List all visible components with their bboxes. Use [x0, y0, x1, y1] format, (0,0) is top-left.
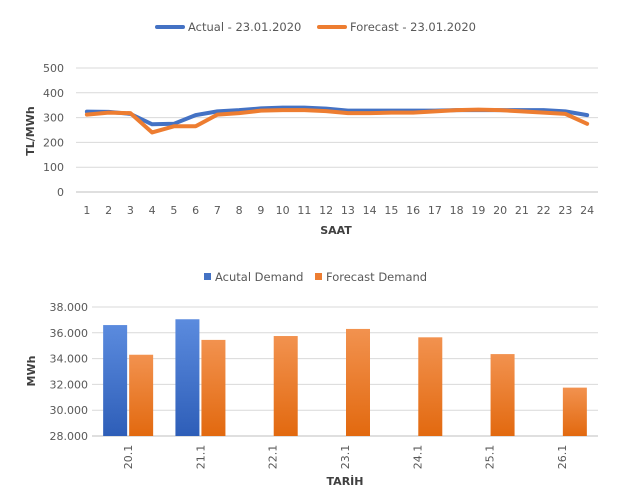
bar-y-tick-label: 36.000: [50, 327, 89, 340]
line-x-tick-label: 6: [192, 204, 199, 217]
line-chart-x-axis-title: SAAT: [320, 224, 352, 237]
line-x-tick-label: 20: [493, 204, 507, 217]
line-y-tick-label: 400: [43, 87, 64, 100]
bar-forecast-demand-20-1: [129, 354, 154, 436]
line-x-tick-label: 4: [149, 204, 156, 217]
line-chart-series: [84, 105, 590, 135]
legend-label-actual: Actual - 23.01.2020: [188, 20, 301, 34]
line-x-tick-label: 8: [236, 204, 243, 217]
bar-forecast-demand-24-1: [418, 337, 443, 436]
bar-forecast-demand-22-1: [273, 336, 298, 436]
line-chart-y-axis-title: TL/MWh: [24, 106, 37, 155]
line-y-tick-label: 100: [43, 161, 64, 174]
line-x-tick-label: 14: [363, 204, 377, 217]
series-line-forecast-23-01-2020: [84, 107, 590, 135]
line-x-tick-label: 13: [341, 204, 355, 217]
bar-chart-y-ticks: 28.000 30.000 32.000 34.000 36.000 38.000: [50, 301, 89, 443]
legend-label-forecast: Forecast - 23.01.2020: [350, 20, 476, 34]
line-y-tick-label: 200: [43, 136, 64, 149]
legend-swatch-forecast-demand: [315, 273, 322, 280]
legend-label-actual-demand: Acutal Demand: [215, 270, 303, 284]
line-x-tick-label: 24: [580, 204, 594, 217]
line-x-tick-label: 12: [319, 204, 333, 217]
bar-y-tick-label: 34.000: [50, 353, 89, 366]
line-x-tick-label: 2: [105, 204, 112, 217]
line-x-tick-label: 15: [384, 204, 398, 217]
bar-y-tick-label: 30.000: [50, 404, 89, 417]
bar-acutal-demand-20-1: [103, 325, 128, 436]
line-x-tick-label: 10: [276, 204, 290, 217]
line-y-tick-label: 300: [43, 112, 64, 125]
line-y-tick-label: 500: [43, 62, 64, 75]
bar-chart-legend: Acutal Demand Forecast Demand: [204, 270, 427, 284]
bar-forecast-demand-21-1: [201, 339, 226, 436]
legend-label-forecast-demand: Forecast Demand: [326, 270, 427, 284]
line-x-tick-label: 23: [558, 204, 572, 217]
bar-forecast-demand-25-1: [490, 354, 515, 436]
bar-x-tick-label: 21.1: [194, 445, 207, 470]
line-x-tick-label: 18: [450, 204, 464, 217]
bar-chart-x-axis-title: TARİH: [327, 474, 364, 488]
bar-acutal-demand-21-1: [175, 319, 200, 436]
bar-y-tick-label: 32.000: [50, 378, 89, 391]
bar-chart-y-axis-title: MWh: [25, 356, 38, 387]
bar-forecast-demand-26-1: [562, 387, 587, 436]
bar-x-tick-label: 20.1: [122, 445, 135, 470]
line-x-tick-label: 1: [83, 204, 90, 217]
bar-y-tick-label: 38.000: [50, 301, 89, 314]
line-x-tick-label: 19: [471, 204, 485, 217]
line-chart-y-ticks: 0 100 200 300 400 500: [43, 62, 64, 199]
line-x-tick-label: 21: [515, 204, 529, 217]
line-x-tick-label: 3: [127, 204, 134, 217]
line-chart-gridlines: [76, 67, 598, 193]
line-x-tick-label: 17: [428, 204, 442, 217]
bar-x-tick-label: 24.1: [411, 445, 424, 470]
bar-x-tick-label: 26.1: [556, 445, 569, 470]
line-x-tick-label: 22: [537, 204, 551, 217]
line-x-tick-label: 9: [257, 204, 264, 217]
bar-chart-gridlines: [92, 306, 598, 437]
bar-chart-bars: [103, 319, 587, 436]
bar-chart-x-ticks: 20.1 21.1 22.1 23.1 24.1 25.1 26.1: [122, 445, 569, 470]
line-chart: Actual - 23.01.2020 Forecast - 23.01.202…: [24, 20, 598, 237]
line-chart-legend: Actual - 23.01.2020 Forecast - 23.01.202…: [155, 20, 476, 34]
line-x-tick-label: 5: [170, 204, 177, 217]
legend-swatch-actual-demand: [204, 273, 211, 280]
line-y-tick-label: 0: [57, 186, 64, 199]
line-x-tick-label: 11: [297, 204, 311, 217]
bar-forecast-demand-23-1: [346, 328, 370, 436]
bar-x-tick-label: 23.1: [339, 445, 352, 470]
bar-x-tick-label: 22.1: [267, 445, 280, 470]
bar-y-tick-label: 28.000: [50, 430, 89, 443]
line-x-tick-label: 7: [214, 204, 221, 217]
bar-x-tick-label: 25.1: [484, 445, 497, 470]
line-x-tick-label: 16: [406, 204, 420, 217]
bar-chart: Acutal Demand Forecast Demand 28.000 30.0…: [25, 270, 598, 488]
line-chart-x-ticks: 1 2 3 4 5 6 7 8 9 10 11 12 13 14 15 16 17 18 19 20 21 22 23 24: [83, 204, 594, 217]
